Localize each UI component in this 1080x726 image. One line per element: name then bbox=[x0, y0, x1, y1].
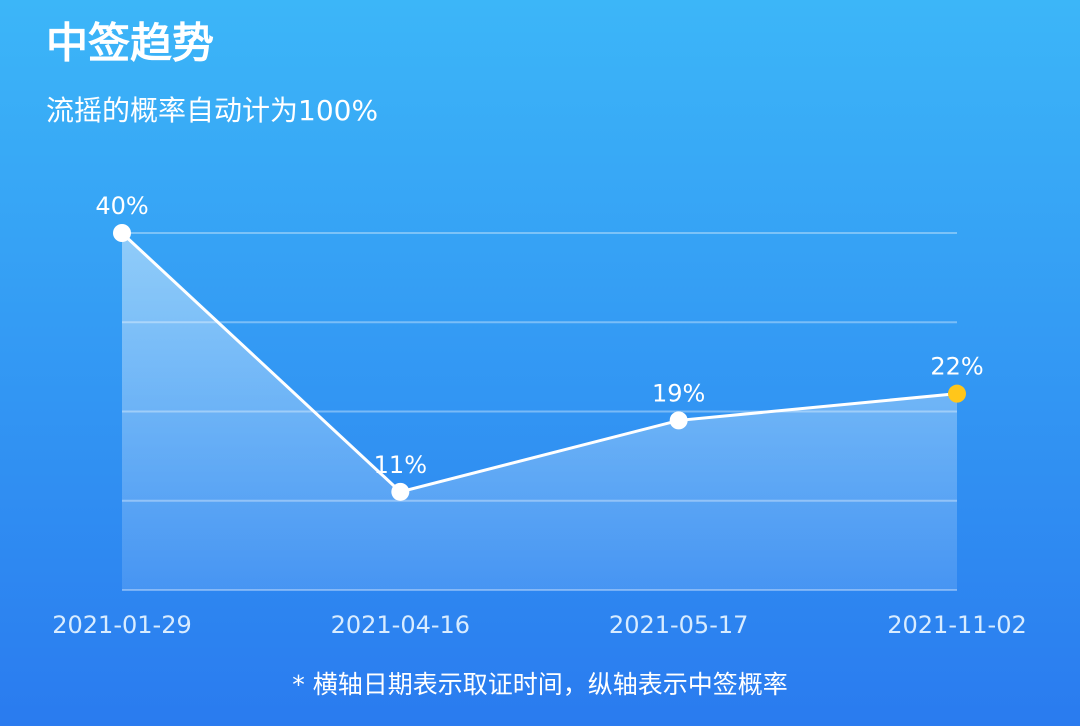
x-tick-label: 2021-05-17 bbox=[609, 611, 748, 639]
x-tick-label: 2021-01-29 bbox=[52, 611, 191, 639]
data-label: 11% bbox=[374, 451, 427, 479]
chart-title: 中签趋势 bbox=[46, 19, 214, 68]
point bbox=[948, 384, 966, 403]
data-label: 19% bbox=[652, 379, 705, 407]
chart-subtitle: 流摇的概率自动计为100% bbox=[46, 94, 378, 127]
data-label: 22% bbox=[930, 353, 983, 381]
point bbox=[391, 482, 410, 501]
area bbox=[122, 233, 957, 590]
x-tick-label: 2021-11-02 bbox=[887, 611, 1026, 639]
point bbox=[113, 224, 131, 242]
point bbox=[669, 411, 688, 430]
footnote: * 横轴日期表示取证时间，纵轴表示中签概率 bbox=[292, 670, 787, 699]
line bbox=[120, 231, 958, 494]
x-tick-label: 2021-04-16 bbox=[331, 611, 470, 639]
data-label: 40% bbox=[95, 192, 148, 220]
